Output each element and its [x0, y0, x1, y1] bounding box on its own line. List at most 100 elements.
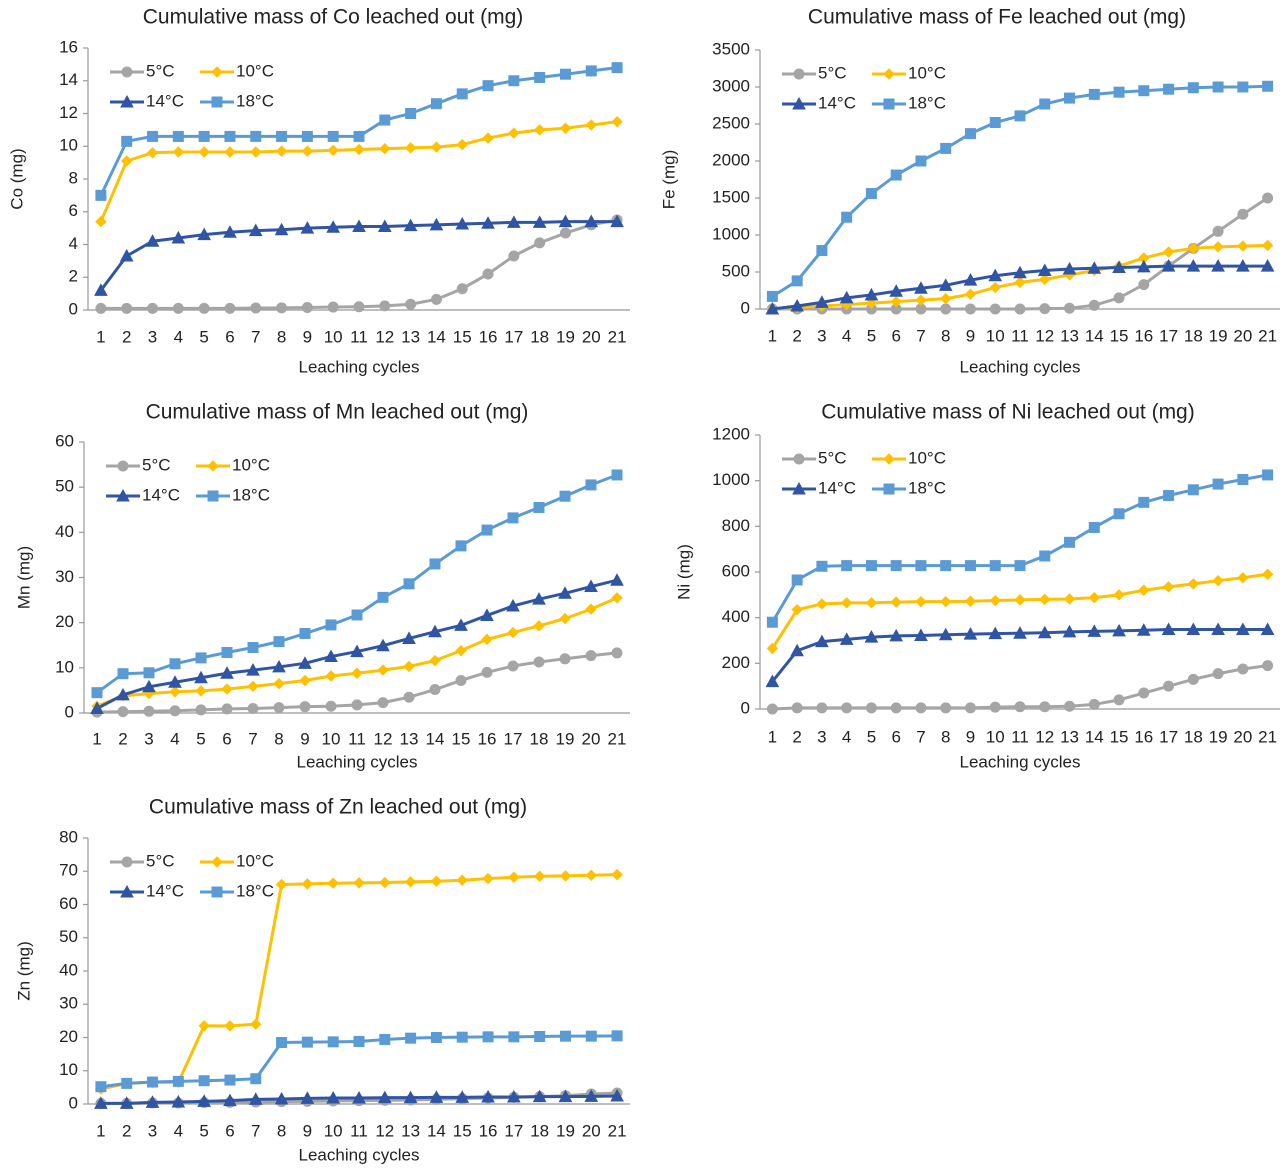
marker — [611, 1030, 623, 1042]
marker — [299, 628, 311, 640]
marker — [1237, 208, 1249, 220]
marker — [791, 603, 803, 616]
marker — [404, 876, 417, 888]
marker — [532, 592, 546, 605]
marker — [119, 1096, 134, 1109]
marker — [988, 626, 1003, 640]
x-tick-label: 11 — [1011, 326, 1029, 345]
x-tick-label: 9 — [303, 327, 312, 346]
marker — [532, 1089, 547, 1103]
marker — [198, 1020, 210, 1032]
marker — [989, 701, 1001, 713]
marker — [145, 1095, 160, 1108]
marker — [275, 878, 288, 891]
legend-label: 18°C — [908, 478, 946, 497]
marker — [940, 142, 952, 154]
x-tick-label: 1 — [96, 327, 105, 346]
marker — [143, 705, 155, 717]
marker — [533, 656, 545, 668]
y-tick-label: 200 — [722, 653, 750, 672]
marker — [430, 98, 442, 110]
legend-label: 10°C — [908, 63, 946, 82]
marker — [90, 701, 104, 714]
x-tick-label: 13 — [401, 1121, 420, 1140]
marker — [430, 141, 443, 153]
marker — [506, 598, 520, 612]
marker — [584, 1089, 599, 1102]
marker — [611, 868, 623, 881]
marker — [1138, 496, 1150, 508]
marker — [480, 608, 494, 621]
marker — [1138, 279, 1150, 291]
marker — [353, 1035, 365, 1047]
x-tick-label: 3 — [148, 1121, 157, 1140]
marker — [791, 275, 803, 287]
x-tick-label: 14 — [427, 327, 446, 346]
y-tick-label: 1000 — [712, 470, 750, 489]
x-tick-label: 7 — [916, 326, 925, 345]
marker — [1262, 469, 1274, 481]
x-tick-label: 6 — [891, 727, 900, 746]
marker — [611, 592, 623, 604]
marker — [169, 658, 181, 670]
marker — [1014, 303, 1026, 315]
marker — [403, 218, 418, 232]
marker — [507, 1089, 521, 1103]
legend-label: 5°C — [818, 63, 847, 82]
chart-title: Cumulative mass of Ni leached out (mg) — [821, 401, 1194, 424]
x-tick-label: 16 — [478, 729, 497, 748]
marker — [353, 143, 365, 156]
marker — [121, 302, 133, 314]
marker — [143, 667, 155, 679]
marker — [95, 302, 107, 314]
marker — [91, 687, 103, 699]
marker — [915, 595, 927, 608]
marker — [534, 71, 546, 83]
marker — [1062, 624, 1077, 638]
y-tick-label: 30 — [59, 994, 78, 1013]
marker — [299, 701, 311, 713]
marker — [508, 250, 520, 262]
marker — [221, 703, 233, 715]
marker — [1138, 584, 1150, 596]
marker — [864, 630, 879, 643]
marker — [816, 702, 828, 714]
marker — [865, 597, 878, 609]
marker — [172, 130, 184, 142]
legend-label: 10°C — [236, 851, 274, 870]
legend-label: 14°C — [146, 881, 184, 900]
marker — [883, 483, 895, 495]
marker — [1136, 623, 1151, 636]
marker — [940, 292, 952, 305]
x-tick-label: 11 — [350, 327, 368, 346]
marker — [816, 598, 828, 610]
marker — [890, 295, 902, 308]
marker — [195, 704, 207, 716]
marker — [1039, 593, 1051, 606]
x-axis-label: Leaching cycles — [960, 357, 1081, 376]
marker — [963, 627, 978, 640]
marker — [533, 620, 545, 632]
marker — [559, 68, 571, 80]
x-axis-label: Leaching cycles — [299, 1145, 420, 1164]
marker — [198, 1075, 210, 1087]
x-tick-label: 18 — [530, 729, 549, 748]
marker — [1064, 92, 1076, 104]
chart: Cumulative mass of Mn leached out (mg) Le… — [14, 401, 630, 771]
legend-label: 18°C — [236, 91, 274, 110]
marker — [1138, 85, 1150, 97]
y-tick-label: 0 — [69, 299, 78, 318]
marker — [1113, 589, 1125, 601]
x-axis-label: Leaching cycles — [297, 752, 418, 771]
x-tick-label: 9 — [966, 326, 975, 345]
marker — [276, 1036, 288, 1048]
marker — [377, 664, 389, 676]
marker — [224, 130, 236, 142]
chart: Cumulative mass of Fe leached out (mg) Le… — [659, 6, 1280, 376]
marker — [482, 132, 494, 144]
marker — [791, 702, 803, 714]
y-tick-label: 80 — [59, 827, 78, 846]
marker — [455, 1090, 470, 1103]
x-tick-label: 3 — [817, 727, 826, 746]
marker — [765, 674, 780, 688]
